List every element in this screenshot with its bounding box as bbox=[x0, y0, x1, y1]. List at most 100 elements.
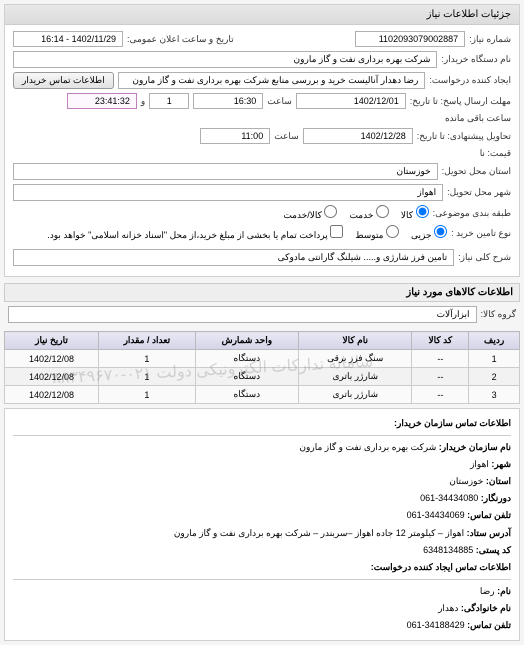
time-label-2: ساعت bbox=[274, 131, 299, 142]
no-price-label: قیمت: نا bbox=[480, 148, 511, 159]
table-row[interactable]: 1--سنگ فرز برقیدستگاه11402/12/08 bbox=[5, 350, 520, 368]
requester-label: ایجاد کننده درخواست: bbox=[429, 75, 511, 86]
fax-value: 34434080-061 bbox=[420, 493, 478, 503]
table-cell: -- bbox=[412, 350, 469, 368]
tx-deadline-time: 11:00 bbox=[200, 128, 270, 144]
purchase-type-label: نوع تامین خرید : bbox=[451, 228, 511, 239]
delivery-city-label: شهر محل تحویل: bbox=[447, 187, 511, 198]
table-cell: شارژر باتری bbox=[299, 386, 412, 404]
purchase-note-check[interactable]: پرداخت تمام یا بخشی از مبلغ خرید،از محل … bbox=[47, 225, 343, 241]
table-cell: دستگاه bbox=[195, 386, 298, 404]
buyer-org-label: نام دستگاه خریدار: bbox=[441, 54, 511, 65]
need-no-label: شماره نیاز: bbox=[469, 34, 511, 45]
buyer-org-value: شرکت بهره برداری نفت و گاز مارون bbox=[13, 51, 437, 68]
name-value: رضا bbox=[480, 586, 495, 596]
table-cell: شارژر باتری bbox=[299, 368, 412, 386]
name-label: نام: bbox=[497, 586, 511, 596]
goods-col-header: واحد شمارش bbox=[195, 332, 298, 350]
public-date-label: تاریخ و ساعت اعلان عمومی: bbox=[127, 34, 234, 45]
goods-group-label: گروه کالا: bbox=[481, 309, 516, 320]
time-left: 23:41:32 bbox=[67, 93, 137, 109]
table-cell: 1 bbox=[99, 350, 196, 368]
purchase-partial-radio[interactable]: جزیی bbox=[411, 225, 447, 241]
reply-deadline-time: 16:30 bbox=[193, 93, 263, 109]
phone2-value: 34188429-061 bbox=[407, 620, 465, 630]
postal-value: 6348134885 bbox=[423, 545, 473, 555]
goods-group-value: ابزارآلات bbox=[8, 306, 477, 323]
days-left: 1 bbox=[149, 93, 189, 109]
goods-col-header: نام کالا bbox=[299, 332, 412, 350]
reply-deadline-date: 1402/12/01 bbox=[296, 93, 406, 109]
city-label: شهر: bbox=[491, 459, 511, 469]
city-value: اهواز bbox=[470, 459, 489, 469]
purchase-mid-input[interactable] bbox=[386, 225, 399, 238]
table-cell: 1 bbox=[99, 386, 196, 404]
contact-box: اطلاعات تماس سازمان خریدار: نام سازمان خ… bbox=[4, 408, 520, 641]
addr-value: اهواز – کیلومتر 12 جاده اهواز –سربندر – … bbox=[174, 528, 464, 538]
reply-deadline-label: مهلت ارسال پاسخ: تا تاریخ: bbox=[410, 96, 511, 107]
prov-value: خوزستان bbox=[449, 476, 483, 486]
lname-label: نام خانوادگی: bbox=[461, 603, 511, 613]
purchase-mid-radio[interactable]: متوسط bbox=[355, 225, 399, 241]
delivery-prov-label: استان محل تحویل: bbox=[442, 166, 511, 177]
need-no-value: 1102093079002887 bbox=[355, 31, 465, 47]
table-cell: دستگاه bbox=[195, 350, 298, 368]
phone-label: تلفن تماس: bbox=[467, 510, 511, 520]
goods-table-wrap: ردیفکد کالانام کالاواحد شمارشتعداد / مقد… bbox=[0, 331, 524, 404]
addr-label: آدرس ستاد: bbox=[467, 528, 511, 538]
budget-service-input[interactable] bbox=[376, 205, 389, 218]
org-label: نام سازمان خریدار: bbox=[439, 442, 511, 452]
budget-goods-service-input[interactable] bbox=[324, 205, 337, 218]
purchase-note-checkbox[interactable] bbox=[330, 225, 343, 238]
budget-goods-input[interactable] bbox=[416, 205, 429, 218]
table-cell: 1402/12/08 bbox=[5, 350, 99, 368]
prov-label: استان: bbox=[486, 476, 511, 486]
goods-col-header: تاریخ نیاز bbox=[5, 332, 99, 350]
table-row[interactable]: 3--شارژر باتریدستگاه11402/12/08 bbox=[5, 386, 520, 404]
table-cell: 3 bbox=[469, 386, 520, 404]
budget-type-label: طبقه بندی موضوعی: bbox=[433, 208, 511, 219]
need-short-label: شرح کلی نیاز: bbox=[458, 252, 511, 263]
budget-goods-service-radio[interactable]: کالا/خدمت bbox=[283, 205, 337, 221]
table-cell: 1402/12/08 bbox=[5, 386, 99, 404]
public-date-value: 1402/11/29 - 16:14 bbox=[13, 31, 123, 47]
goods-col-header: کد کالا bbox=[412, 332, 469, 350]
budget-service-radio[interactable]: خدمت bbox=[349, 205, 388, 221]
table-cell: 1402/12/08 bbox=[5, 368, 99, 386]
requester-value: رضا دهدار آنالیست خرید و بررسی منابع شرک… bbox=[118, 72, 426, 89]
goods-col-header: تعداد / مقدار bbox=[99, 332, 196, 350]
buyer-contact-button[interactable]: اطلاعات تماس خریدار bbox=[13, 72, 114, 89]
table-cell: -- bbox=[412, 386, 469, 404]
lname-value: دهدار bbox=[438, 603, 458, 613]
goods-section-title: اطلاعات کالاهای مورد نیاز bbox=[4, 283, 520, 302]
need-short-value: تامین فرز شارژی و..... شیلنگ گارانتی ماد… bbox=[13, 249, 454, 266]
details-panel: جزئیات اطلاعات نیاز شماره نیاز: 11020930… bbox=[4, 4, 520, 277]
table-cell: 1 bbox=[99, 368, 196, 386]
req-section-title: اطلاعات تماس ایجاد کننده درخواست: bbox=[371, 562, 511, 572]
panel-body: شماره نیاز: 1102093079002887 تاریخ و ساع… bbox=[5, 25, 519, 276]
purchase-partial-input[interactable] bbox=[434, 225, 447, 238]
time-label-1: ساعت bbox=[267, 96, 292, 107]
table-cell: 1 bbox=[469, 350, 520, 368]
fax-label: دورنگار: bbox=[481, 493, 511, 503]
postal-label: کد پستی: bbox=[476, 545, 511, 555]
remaining-label: ساعت باقی مانده bbox=[445, 113, 511, 124]
budget-goods-radio[interactable]: کالا bbox=[401, 205, 429, 221]
tx-deadline-date: 1402/12/28 bbox=[303, 128, 413, 144]
tx-deadline-label: تحاویل پیشنهادی: تا تاریخ: bbox=[417, 131, 511, 142]
table-cell: سنگ فرز برقی bbox=[299, 350, 412, 368]
day-label: و bbox=[141, 96, 145, 107]
goods-table: ردیفکد کالانام کالاواحد شمارشتعداد / مقد… bbox=[4, 331, 520, 404]
delivery-prov-value: خوزستان bbox=[13, 163, 438, 180]
panel-title: جزئیات اطلاعات نیاز bbox=[5, 5, 519, 25]
org-value: شرکت بهره برداری نفت و گاز مارون bbox=[299, 442, 436, 452]
phone-value: 34434069-061 bbox=[407, 510, 465, 520]
table-cell: -- bbox=[412, 368, 469, 386]
table-cell: دستگاه bbox=[195, 368, 298, 386]
table-row[interactable]: 2--شارژر باتریدستگاه11402/12/08 bbox=[5, 368, 520, 386]
contact-section-title: اطلاعات تماس سازمان خریدار: bbox=[394, 418, 511, 428]
delivery-city-value: اهواز bbox=[13, 184, 443, 201]
phone2-label: تلفن تماس: bbox=[467, 620, 511, 630]
table-cell: 2 bbox=[469, 368, 520, 386]
goods-col-header: ردیف bbox=[469, 332, 520, 350]
